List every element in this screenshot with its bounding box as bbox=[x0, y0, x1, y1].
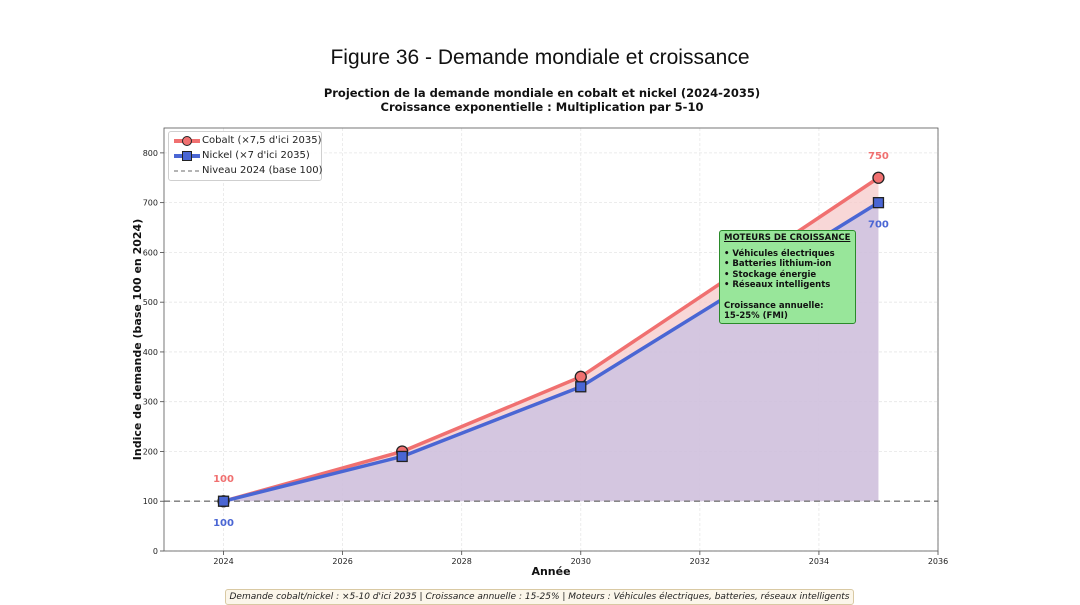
y-tick-label: 500 bbox=[143, 298, 158, 307]
drivers-item: • Stockage énergie bbox=[724, 269, 817, 280]
nickel-point bbox=[217, 495, 230, 507]
y-tick-label: 200 bbox=[143, 447, 158, 456]
legend-item-cobalt: Cobalt (×7,5 d'ici 2035) bbox=[169, 134, 322, 148]
chart-title-line: Projection de la demande mondiale en cob… bbox=[323, 86, 761, 100]
y-tick-label: 800 bbox=[143, 149, 158, 158]
chart-title: Projection de la demande mondiale en cob… bbox=[212, 86, 872, 114]
drivers-growth-value: 15-25% (FMI) bbox=[724, 311, 788, 321]
nickel-point bbox=[575, 381, 587, 393]
x-tick-label: 2024 bbox=[213, 557, 233, 566]
data-label-nickel: 100 bbox=[213, 518, 234, 529]
legend-item-reference: Niveau 2024 (base 100) bbox=[169, 164, 323, 178]
chart-subtitle-line: Croissance exponentielle : Multiplicatio… bbox=[380, 100, 704, 114]
legend-cobalt-label: Cobalt (×7,5 d'ici 2035) bbox=[202, 135, 322, 146]
x-tick-label: 2028 bbox=[452, 557, 472, 566]
figure-title: Figure 36 - Demande mondiale et croissan… bbox=[330, 46, 750, 69]
growth-drivers-box: MOTEURS DE CROISSANCE • Véhicules électr… bbox=[719, 230, 856, 324]
y-tick-label: 400 bbox=[143, 348, 158, 357]
nickel-point bbox=[872, 196, 885, 209]
x-tick-label: 2026 bbox=[332, 557, 352, 566]
x-tick-label: 2036 bbox=[928, 557, 948, 566]
footer-note: Demande cobalt/nickel : ×5-10 d'ici 2035… bbox=[225, 589, 854, 605]
x-tick-label: 2030 bbox=[571, 557, 591, 566]
y-tick-label: 300 bbox=[143, 398, 158, 407]
nickel-point bbox=[396, 450, 408, 463]
data-label-nickel: 700 bbox=[868, 220, 889, 231]
data-label-cobalt: 750 bbox=[868, 151, 889, 162]
annotation-layer: 100 750 100 700 bbox=[213, 151, 889, 529]
data-label-cobalt: 100 bbox=[213, 474, 234, 485]
drivers-box-title: MOTEURS DE CROISSANCE bbox=[724, 233, 851, 243]
legend-reference-label: Niveau 2024 (base 100) bbox=[202, 165, 323, 176]
y-tick-label: 100 bbox=[143, 497, 158, 506]
legend-item-nickel: Nickel (×7 d'ici 2035) bbox=[169, 149, 319, 163]
x-tick-label: 2034 bbox=[809, 557, 829, 566]
drivers-item: • Véhicules électriques bbox=[724, 248, 835, 259]
legend-nickel-swatch-icon bbox=[174, 151, 200, 161]
tick-layer: 0 100 200 300 400 500 600 700 800 2024 2026 2028 203… bbox=[143, 149, 948, 566]
cobalt-point bbox=[574, 370, 587, 383]
y-tick-label: 0 bbox=[153, 547, 158, 556]
x-tick-label: 2032 bbox=[690, 557, 710, 566]
drivers-item: • Réseaux intelligents bbox=[724, 280, 831, 290]
legend-nickel-label: Nickel (×7 d'ici 2035) bbox=[202, 150, 310, 161]
nickel-area-fill bbox=[223, 202, 879, 502]
legend-reference-swatch-icon bbox=[174, 170, 200, 172]
x-axis-label: Année bbox=[531, 565, 570, 578]
plot-frame bbox=[163, 127, 939, 552]
cobalt-point bbox=[872, 171, 885, 184]
fill-layer bbox=[223, 177, 879, 502]
y-tick-label: 700 bbox=[143, 199, 158, 208]
drivers-item: • Batteries lithium-ion bbox=[724, 259, 832, 269]
legend-cobalt-swatch-icon bbox=[174, 136, 200, 146]
legend: Cobalt (×7,5 d'ici 2035) Nickel (×7 d'ic… bbox=[168, 131, 323, 181]
y-tick-label: 600 bbox=[143, 248, 158, 257]
drivers-growth-label: Croissance annuelle: bbox=[724, 300, 824, 311]
y-axis-label: Indice de demande (base 100 en 2024) bbox=[131, 219, 144, 460]
